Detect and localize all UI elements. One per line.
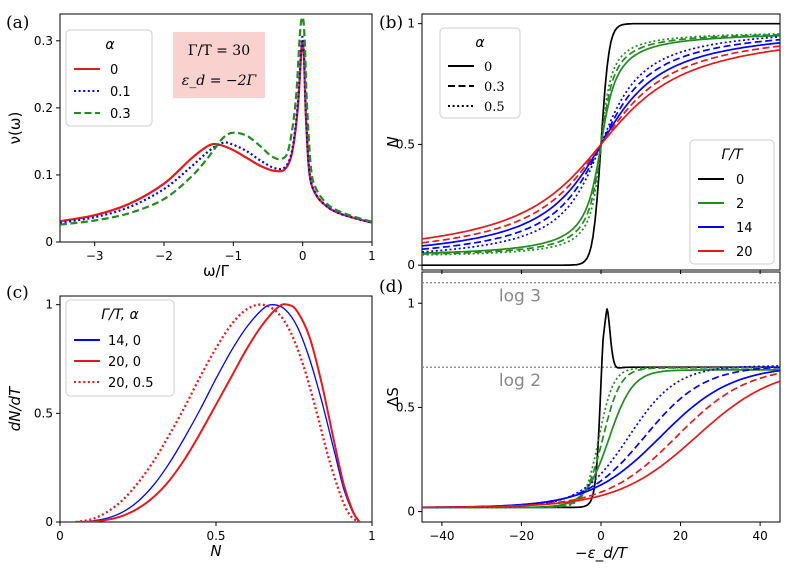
panel-c-ytick-label: 0 xyxy=(45,515,53,529)
panel-d-xtick-label: −20 xyxy=(509,529,534,543)
panel-a-xtick-label: 1 xyxy=(368,249,376,263)
panel-c-series-line xyxy=(75,304,361,522)
panel-d-series xyxy=(422,308,780,509)
panel-a-legend-entry: 0.3 xyxy=(110,107,131,122)
panel-a-legend-title: α xyxy=(105,37,115,53)
panel-c-legend-entry: 14, 0 xyxy=(108,334,141,349)
panel-a-series-line xyxy=(60,16,372,226)
panel-c-ytick-label: 0.5 xyxy=(34,406,53,420)
panel-c-series xyxy=(75,303,361,522)
panel-c-xlabel: N xyxy=(210,542,221,560)
panel-c-legend-entry: 20, 0 xyxy=(108,355,141,370)
panel-c-series-line xyxy=(75,303,361,522)
panel-c-xtick-label: 0.5 xyxy=(206,529,225,543)
panel-a-xtick-label: −2 xyxy=(155,249,173,263)
panel-b-legend-gamma-entry: 14 xyxy=(736,221,753,236)
panel-b-legend-alpha-entry: 0 xyxy=(484,60,492,75)
panel-c-legend-title: Γ/T, α xyxy=(101,307,139,323)
panel-a-legend-entry: 0.1 xyxy=(110,85,131,100)
panel-c-label: (c) xyxy=(6,283,29,303)
panel-d-series-line xyxy=(422,366,780,509)
panel-a-ytick-label: 0.1 xyxy=(34,168,53,182)
panel-d-series-line xyxy=(422,380,780,509)
panel-a-ytick-label: 0 xyxy=(45,235,53,249)
panel-d-xtick-label: 20 xyxy=(673,529,688,543)
panel-b-series xyxy=(422,22,780,267)
panel-d-label: (d) xyxy=(379,277,403,297)
panel-a-ylabel: ν(ω) xyxy=(6,112,24,145)
panel-d-ytick-label: 1 xyxy=(407,296,415,310)
panel-c-ytick-label: 1 xyxy=(45,298,53,312)
panel-a-annotation-box xyxy=(173,32,265,98)
panel-c-series-line xyxy=(75,303,361,522)
panel-b-label: (b) xyxy=(379,13,403,33)
panel-a-series xyxy=(60,16,372,226)
panel-d-series-line xyxy=(422,308,780,509)
panel-b-ytick-label: 0 xyxy=(407,258,415,272)
panel-b-ylabel: N xyxy=(384,136,402,147)
panel-b-legend-gamma: Γ/T 0 2 14 20 xyxy=(689,139,775,265)
panel-b-legend-gamma-title: Γ/T xyxy=(721,147,744,163)
panel-a-annotation-line: ε_d = −2Γ xyxy=(182,73,258,89)
panel-b-legend-alpha-entry: 0.5 xyxy=(484,100,505,115)
panel-d-reference-label: log 3 xyxy=(499,287,541,307)
panel-d-ytick-label: 0 xyxy=(407,505,415,519)
panel-a-legend-box xyxy=(65,29,153,127)
panel-b-legend-alpha-box xyxy=(439,27,521,119)
panel-a-annotation-line: Γ/T = 30 xyxy=(188,43,250,59)
panel-d-xtick-label: −40 xyxy=(429,529,454,543)
panel-b-legend-gamma-box xyxy=(689,139,775,265)
panel-b-legend-gamma-entry: 20 xyxy=(736,245,753,260)
panel-a-xtick-label: −3 xyxy=(86,249,104,263)
panel-a-xlabel: ω/Γ xyxy=(203,262,230,280)
panel-a-ytick-label: 0.2 xyxy=(34,101,53,115)
panel-a-label: (a) xyxy=(6,13,29,33)
panel-b-ytick-label: 0.5 xyxy=(396,137,415,151)
panel-a-series-line xyxy=(60,35,372,224)
panel-d-xtick-label: 0 xyxy=(597,529,605,543)
panel-c-legend: Γ/T, α 14, 0 20, 0 20, 0.5 xyxy=(65,299,175,397)
panel-b-legend-alpha-entry: 0.3 xyxy=(484,80,505,95)
panel-b-legend-alpha-title: α xyxy=(475,35,485,51)
panel-b-legend-gamma-entry: 2 xyxy=(736,197,744,212)
panel-d-ylabel: ΔS xyxy=(384,387,402,407)
panel-a-axes-frame xyxy=(59,13,373,243)
panel-a-ytick-label: 0.3 xyxy=(34,34,53,48)
panel-b-ytick-label: 1 xyxy=(407,17,415,31)
panel-a-xtick-label: 0 xyxy=(299,249,307,263)
panel-c-legend-entry: 20, 0.5 xyxy=(108,376,153,391)
panel-a-legend: α 0 0.1 0.3 xyxy=(65,29,153,127)
panel-d-xlabel: −ε_d/T xyxy=(575,544,629,563)
panel-a-annotation: Γ/T = 30 ε_d = −2Γ xyxy=(173,32,265,98)
panel-c-xtick-label: 0 xyxy=(56,529,64,543)
panel-b-legend-gamma-entry: 0 xyxy=(736,173,744,188)
panel-b-series-line xyxy=(422,45,780,244)
panel-a-xtick-label: −1 xyxy=(224,249,242,263)
panel-d-xtick-label: 40 xyxy=(752,529,767,543)
panel-a-legend-entry: 0 xyxy=(110,63,118,78)
panel-d-series-line xyxy=(422,372,780,509)
panel-c-legend-box xyxy=(65,299,175,397)
panel-c-xtick-label: 1 xyxy=(368,529,376,543)
panel-b-series-line xyxy=(422,36,780,253)
panel-d-reference-label: log 2 xyxy=(499,371,541,391)
panel-c-ylabel: dN/dT xyxy=(6,385,24,431)
panel-d-ytick-label: 0.5 xyxy=(396,400,415,414)
panel-b-legend-alpha: α 0 0.3 0.5 xyxy=(439,27,521,119)
